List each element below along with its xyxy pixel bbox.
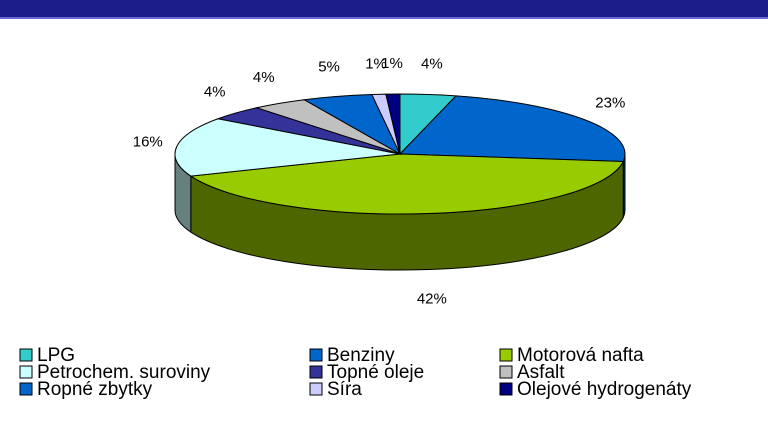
legend-label: Ropné zbytky xyxy=(37,379,153,400)
legend-label: LPG xyxy=(37,345,75,366)
legend-swatch xyxy=(309,348,323,362)
legend-swatch xyxy=(19,365,33,379)
top-bar-line xyxy=(0,17,768,19)
data-label: 1% xyxy=(365,55,387,72)
legend-label: Asfalt xyxy=(517,362,565,383)
legend-swatch xyxy=(499,348,513,362)
legend-label: Topné oleje xyxy=(327,362,424,383)
legend-label: Motorová nafta xyxy=(517,345,644,366)
data-label: 42% xyxy=(417,290,447,307)
legend-swatch xyxy=(309,382,323,396)
data-label: 4% xyxy=(421,56,443,73)
data-label: 23% xyxy=(595,94,625,111)
top-bar xyxy=(0,0,768,17)
legend-label: Benziny xyxy=(327,345,395,366)
legend-label: Olejové hydrogenáty xyxy=(517,379,692,400)
data-label: 5% xyxy=(318,59,340,76)
legend-label: Síra xyxy=(327,379,362,400)
legend-swatch xyxy=(309,365,323,379)
data-label: 16% xyxy=(133,134,163,151)
legend-swatch xyxy=(499,365,513,379)
legend-swatch xyxy=(499,382,513,396)
data-label: 1% xyxy=(381,55,403,72)
data-label: 4% xyxy=(204,83,226,100)
slice xyxy=(385,93,401,155)
legend-swatch xyxy=(19,348,33,362)
slice xyxy=(189,153,625,215)
data-label: 4% xyxy=(253,69,275,86)
legend-label: Petrochem. suroviny xyxy=(37,362,211,383)
legend-swatch xyxy=(19,382,33,396)
slice xyxy=(174,118,401,177)
slice xyxy=(398,95,626,163)
